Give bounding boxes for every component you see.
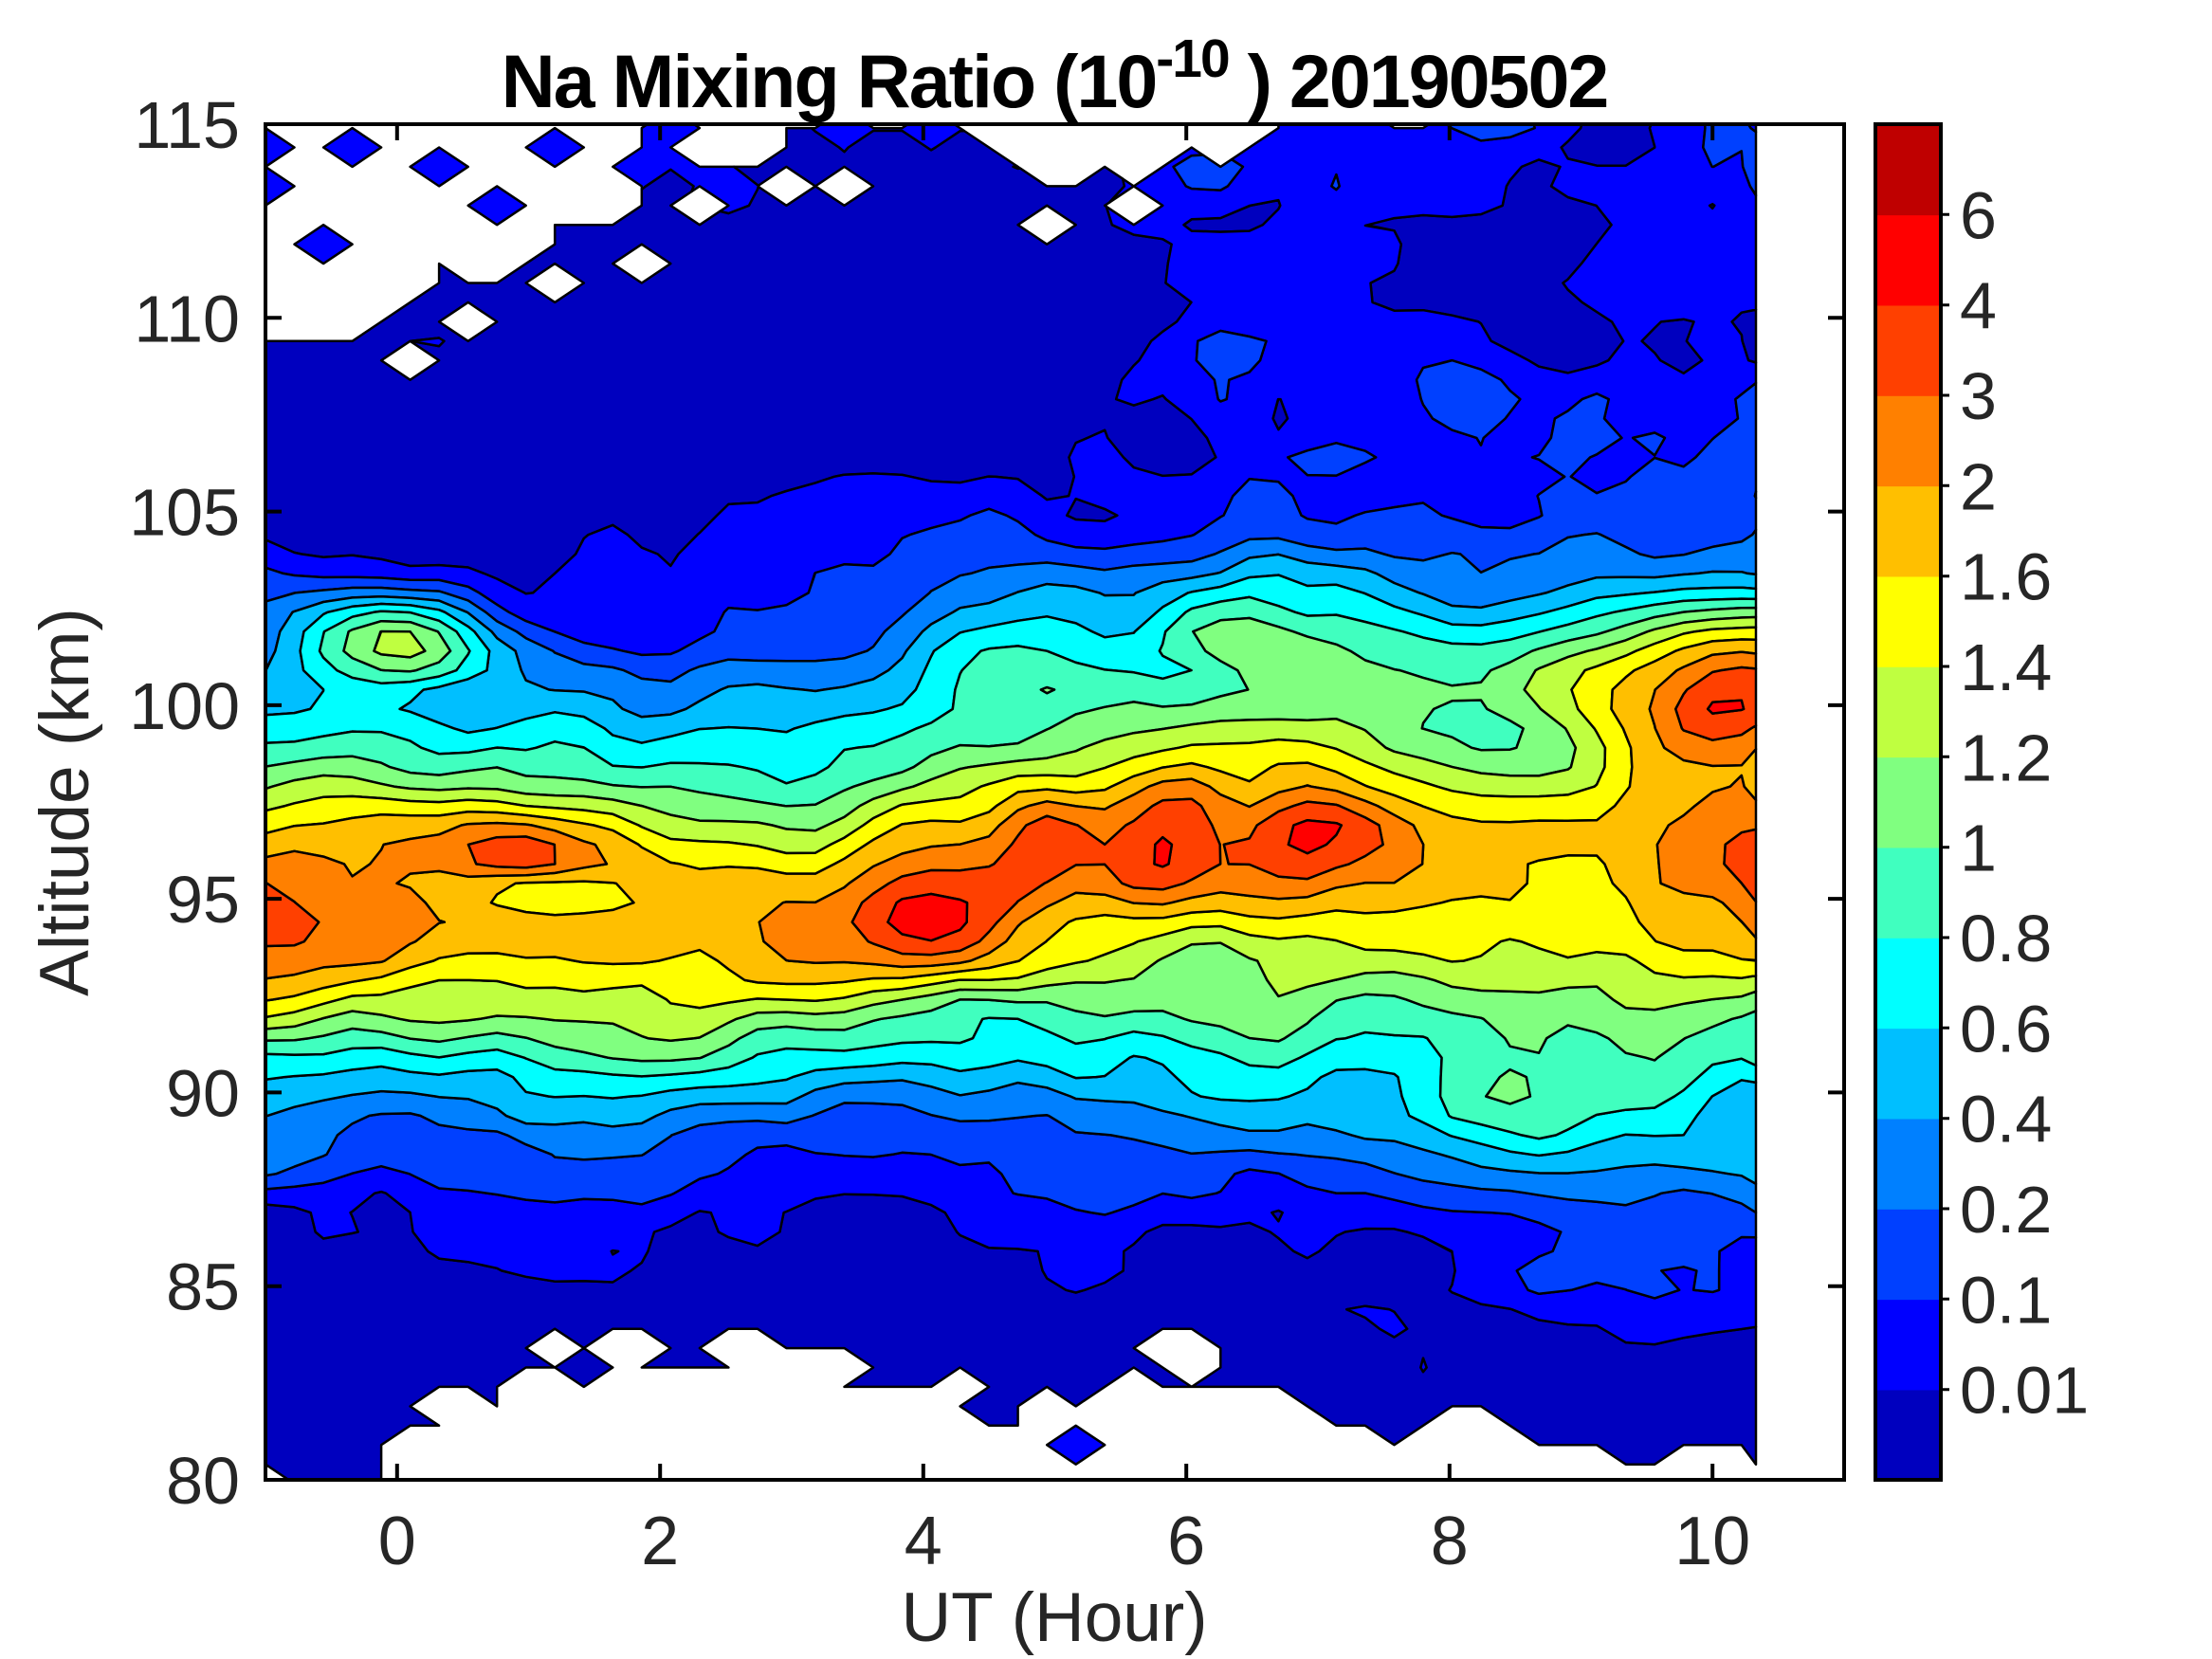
svg-text:90: 90 — [166, 1056, 240, 1130]
svg-text:0.6: 0.6 — [1960, 992, 2052, 1066]
svg-text:UT (Hour): UT (Hour) — [901, 1579, 1207, 1656]
svg-text:80: 80 — [166, 1444, 240, 1518]
svg-text:1.6: 1.6 — [1960, 540, 2052, 614]
svg-text:115: 115 — [134, 88, 240, 162]
svg-text:0: 0 — [378, 1504, 416, 1579]
svg-text:3: 3 — [1960, 359, 1997, 433]
svg-text:110: 110 — [134, 282, 240, 356]
svg-text:1.2: 1.2 — [1960, 720, 2052, 794]
svg-text:2: 2 — [1960, 449, 1997, 523]
svg-text:10: 10 — [1674, 1504, 1750, 1579]
svg-text:2: 2 — [641, 1504, 679, 1579]
svg-text:0.2: 0.2 — [1960, 1173, 2052, 1247]
svg-text:4: 4 — [1960, 269, 1997, 343]
svg-text:8: 8 — [1431, 1504, 1469, 1579]
svg-text:0.01: 0.01 — [1960, 1354, 2089, 1428]
svg-text:6: 6 — [1960, 178, 1997, 252]
svg-text:4: 4 — [905, 1504, 942, 1579]
svg-text:Altitude (km): Altitude (km) — [27, 608, 103, 996]
svg-text:0.1: 0.1 — [1960, 1263, 2052, 1337]
svg-text:105: 105 — [129, 476, 240, 550]
svg-text:Na Mixing Ratio (10-10 ) 20190: Na Mixing Ratio (10-10 ) 20190502 — [502, 28, 1608, 123]
svg-text:1: 1 — [1960, 811, 1997, 885]
svg-text:100: 100 — [129, 669, 240, 743]
svg-text:6: 6 — [1167, 1504, 1205, 1579]
svg-text:0.8: 0.8 — [1960, 902, 2052, 975]
svg-text:85: 85 — [166, 1250, 240, 1324]
svg-text:95: 95 — [166, 863, 240, 937]
svg-text:1.4: 1.4 — [1960, 630, 2052, 704]
svg-text:0.4: 0.4 — [1960, 1083, 2052, 1157]
